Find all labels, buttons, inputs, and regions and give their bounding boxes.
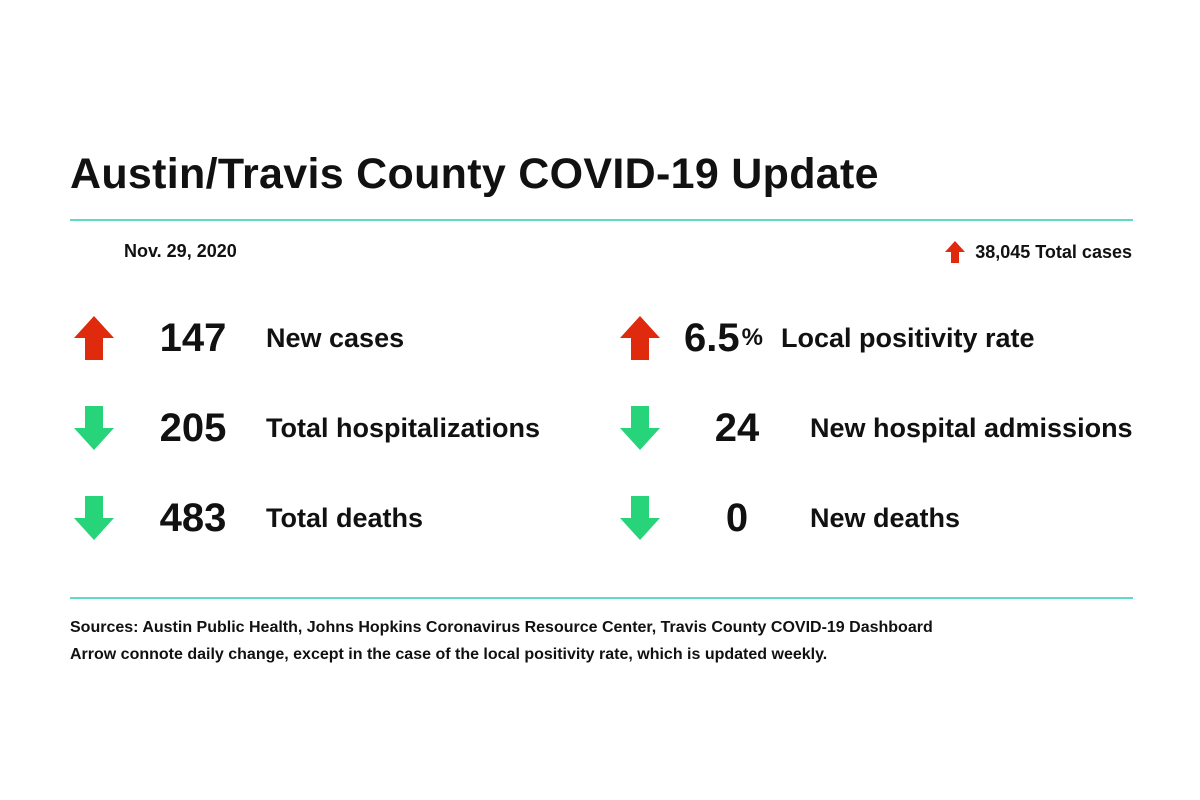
stat-unit: % [741,324,763,351]
stat-label: New deaths [810,502,961,533]
stat-total-hospitalizations: 205 Total hospitalizations [72,405,540,451]
stat-value: 483 [159,495,227,540]
footer-notes: Sources: Austin Public Health, Johns Hop… [70,614,933,668]
stat-local-positivity-rate: 6.5 % Local positivity rate [618,315,1035,361]
stat-total-deaths: 483 Total deaths [72,495,423,541]
stat-value: 0 [725,495,749,540]
arrow-down-icon [72,495,116,541]
page-title: Austin/Travis County COVID-19 Update [70,150,879,198]
stat-new-hospital-admissions: 24 New hospital admissions [618,405,1133,451]
stat-value: 6.5 [684,315,740,360]
bottom-divider [70,597,1133,599]
total-cases-label: 38,045 Total cases [975,241,1132,262]
arrow-note-text: Arrow connote daily change, except in th… [70,646,828,663]
stat-label: Total hospitalizations [266,412,541,443]
stat-label: Local positivity rate [780,322,1035,353]
stat-label: New cases [266,322,405,353]
stat-new-cases: 147 New cases [72,315,404,361]
arrow-down-icon [72,405,116,451]
stat-value: 147 [159,315,227,360]
stat-label: Total deaths [266,502,424,533]
total-cases: 38,045 Total cases [945,241,1132,263]
stat-new-deaths: 0 New deaths [618,495,960,541]
stat-value: 24 [714,405,760,450]
arrow-up-icon [618,315,662,361]
arrow-down-icon [618,405,662,451]
stat-label: New hospital admissions [810,412,1133,443]
arrow-down-icon [618,495,662,541]
sources-text: Sources: Austin Public Health, Johns Hop… [70,619,933,636]
arrow-up-icon [945,241,966,263]
top-divider [70,219,1133,221]
stat-value: 205 [159,405,227,450]
update-date: Nov. 29, 2020 [124,241,237,261]
arrow-up-icon [72,315,116,361]
